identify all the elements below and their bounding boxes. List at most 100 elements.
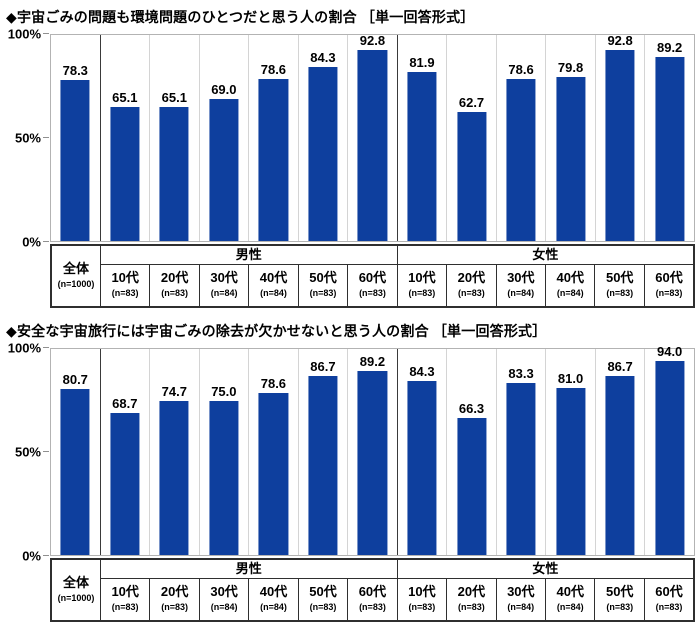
age-label: 40代 — [556, 270, 584, 285]
y-tick-label: 0% — [22, 234, 41, 250]
y-tick-label: 100% — [7, 26, 41, 42]
y-tick-mark — [43, 347, 49, 348]
age-cell: 40代 (n=84) — [545, 577, 596, 622]
bar — [209, 98, 239, 241]
age-cell: 60代 (n=83) — [347, 263, 398, 308]
age-cell: 30代 (n=84) — [495, 577, 547, 622]
bar — [556, 388, 586, 555]
plot-area: 78.3 65.1 65.1 69.0 78.6 84.3 92.8 81.9 62.7 78.6… — [50, 34, 695, 242]
bar-value-label: 94.0 — [656, 344, 683, 360]
age-cell: 60代 (n=83) — [347, 577, 398, 622]
y-tick-mark — [43, 451, 49, 452]
n-label: (n=83) — [606, 601, 634, 612]
n-label: (n=83) — [457, 601, 485, 612]
age-label: 50代 — [309, 584, 337, 599]
bar — [357, 371, 388, 555]
age-label: 50代 — [605, 270, 634, 285]
bar-value-label: 78.6 — [260, 62, 287, 78]
bar-value-label: 92.8 — [359, 32, 386, 48]
bar-value-label: 65.1 — [112, 89, 138, 105]
age-label: 40代 — [556, 584, 584, 599]
bar — [556, 76, 586, 241]
n-label: (n=83) — [111, 601, 139, 612]
bar-value-label: 62.7 — [458, 94, 485, 110]
bar-column: 66.3 — [447, 349, 497, 555]
bar-column: 83.3 — [497, 349, 547, 555]
y-tick-label: 50% — [14, 444, 41, 460]
bar — [308, 67, 338, 241]
gender-header-cell: 男性 — [99, 244, 398, 265]
bar-column: 89.2 — [645, 35, 694, 241]
age-label: 50代 — [309, 270, 337, 285]
bar — [605, 49, 635, 241]
n-label: (n=84) — [260, 601, 287, 612]
age-cell: 40代 (n=84) — [248, 577, 299, 622]
age-label: 30代 — [507, 270, 535, 285]
bar — [407, 381, 437, 555]
plot-and-table: 78.3 65.1 65.1 69.0 78.6 84.3 92.8 81.9 62.7 78.6… — [50, 34, 695, 308]
n-label: (n=83) — [655, 287, 683, 298]
age-label: 50代 — [605, 584, 634, 599]
y-tick-mark — [43, 555, 49, 556]
y-tick-mark — [43, 241, 49, 242]
age-label: 30代 — [507, 584, 535, 599]
n-label: (n=84) — [556, 287, 584, 298]
bar-value-label: 66.3 — [458, 401, 485, 417]
bar-column: 92.8 — [348, 32, 398, 241]
age-cell: 50代 (n=83) — [594, 263, 645, 308]
bar — [506, 383, 536, 555]
age-cell: 20代 (n=83) — [446, 577, 497, 622]
n-label: (n=84) — [556, 601, 584, 612]
bar — [605, 376, 635, 555]
age-cell: 50代 (n=83) — [297, 577, 349, 622]
y-tick-mark — [43, 137, 49, 138]
age-cell: 50代 (n=83) — [594, 577, 645, 622]
bar-column: 81.9 — [398, 35, 448, 241]
bar-column: 80.7 — [51, 349, 101, 555]
bar-value-label: 68.7 — [112, 396, 138, 412]
category-table: 全体 (n=1000) 男性 女性 10代 (n=83) 20代 (n=83) 30代 (n=84… — [50, 558, 695, 622]
n-label: (n=83) — [309, 601, 337, 612]
bar — [456, 418, 487, 555]
n-label: (n=84) — [507, 287, 535, 298]
age-label: 20代 — [160, 270, 189, 285]
bar-value-label: 65.1 — [161, 89, 187, 105]
bar-column: 78.6 — [249, 35, 299, 241]
bar-column: 86.7 — [596, 349, 646, 555]
chart-section-space-travel-debris-removal: ◆安全な宇宙旅行には宇宙ごみの除去が欠かせないと思う人の割合 ［単一回答形式］ … — [5, 321, 695, 622]
bar-column: 78.6 — [249, 349, 299, 555]
gender-header-cell: 女性 — [396, 244, 695, 265]
total-n-label: (n=1000) — [57, 593, 95, 604]
bar-column: 74.7 — [150, 349, 200, 555]
bar-column: 68.7 — [101, 349, 151, 555]
bar-value-label: 89.2 — [359, 354, 386, 370]
n-label: (n=84) — [210, 287, 238, 298]
bar-column: 86.7 — [299, 349, 349, 555]
bar-value-label: 74.7 — [161, 384, 187, 400]
chart-body: 100% 50% 0% 78.3 65.1 65.1 69.0 78.6 84.3 92.8 81… — [5, 27, 695, 308]
y-tick-mark — [43, 33, 49, 34]
age-cell: 60代 (n=83) — [643, 263, 695, 308]
gender-header-cell: 女性 — [396, 558, 695, 579]
bar-column: 92.8 — [596, 34, 646, 241]
age-cell: 30代 (n=84) — [198, 263, 250, 308]
bar-value-label: 81.0 — [557, 371, 584, 387]
age-cell: 10代 (n=83) — [396, 577, 448, 622]
n-label: (n=83) — [457, 287, 485, 298]
plot-and-table: 80.7 68.7 74.7 75.0 78.6 86.7 89.2 84.3 66.3 83.3… — [50, 344, 695, 622]
bar-value-label: 86.7 — [310, 359, 336, 375]
bar — [407, 72, 437, 241]
age-label: 10代 — [111, 270, 139, 285]
age-label: 60代 — [655, 584, 683, 599]
bar-value-label: 78.6 — [260, 376, 287, 392]
bar-value-label: 79.8 — [557, 59, 584, 75]
bar-column: 65.1 — [150, 35, 200, 241]
age-cell: 60代 (n=83) — [643, 577, 695, 622]
n-label: (n=83) — [161, 601, 189, 612]
chart-section-space-debris-environment: ◆宇宙ごみの問題も環境問題のひとつだと思う人の割合 ［単一回答形式］ 100% 5… — [5, 7, 695, 308]
bar — [159, 106, 189, 241]
y-axis: 100% 50% 0% — [5, 341, 50, 564]
chart-title: ◆安全な宇宙旅行には宇宙ごみの除去が欠かせないと思う人の割合 ［単一回答形式］ — [6, 323, 547, 339]
total-header-cell: 全体 (n=1000) — [50, 558, 101, 622]
y-tick-label: 0% — [22, 548, 41, 564]
